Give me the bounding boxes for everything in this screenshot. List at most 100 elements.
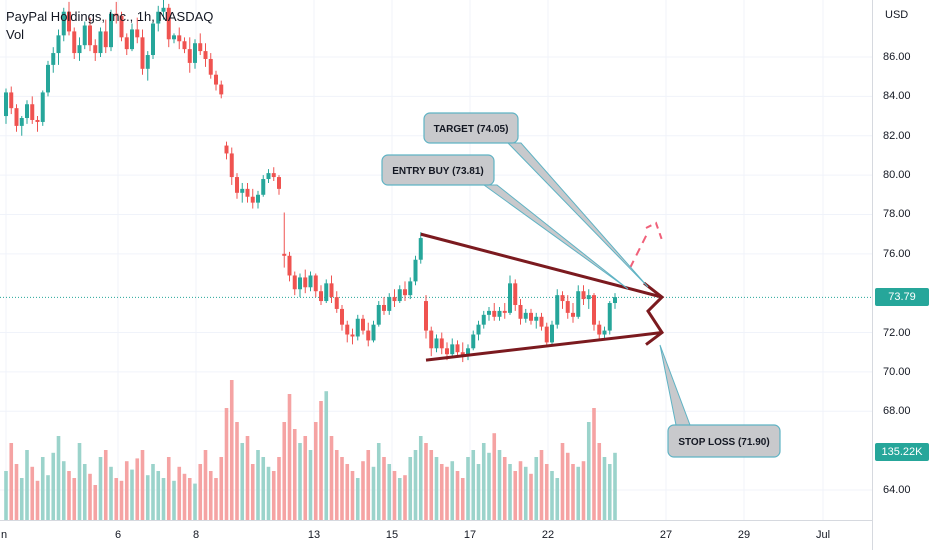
volume-bar (366, 450, 371, 520)
candle-body (502, 310, 507, 313)
volume-bar (187, 478, 192, 520)
candle-body (187, 49, 192, 63)
volume-bar (487, 452, 491, 520)
volume-bar (576, 466, 581, 520)
volume-bar (4, 471, 8, 520)
volume-bar (329, 436, 334, 520)
volume-bar (313, 422, 318, 520)
volume-bar (571, 464, 575, 520)
volume-bar (403, 475, 407, 520)
volume-bar (277, 457, 281, 520)
candle-body (271, 173, 276, 178)
volume-bar (565, 452, 570, 520)
volume-bar (193, 483, 197, 520)
time-tick: 22 (541, 529, 555, 541)
candle-body (523, 312, 528, 319)
volume-bar (14, 464, 19, 520)
volume-bar (177, 466, 182, 520)
candle-body (219, 84, 224, 95)
chart-area[interactable]: TARGET (74.05) ENTRY BUY (73.81) STOP LOSS… (0, 0, 872, 520)
entry-callout-label: ENTRY BUY (73.81) (392, 166, 484, 177)
volume-bar (166, 457, 171, 520)
candle-body (46, 64, 50, 93)
triangle-upper-line (420, 232, 663, 299)
candle-body (534, 316, 539, 321)
volume-label: Vol (6, 27, 25, 42)
candle-body (56, 35, 61, 54)
symbol-title: PayPal Holdings, Inc., 1h, NASDAQ (6, 9, 214, 24)
volume-bar (408, 457, 413, 520)
candle-body (455, 344, 460, 353)
candle-body (308, 275, 313, 288)
volume-bar (51, 452, 56, 520)
volume-bar (382, 457, 386, 520)
candle-body (229, 153, 234, 178)
volume-bar (597, 443, 602, 520)
price-tick: 68.00 (883, 405, 911, 418)
current-volume-badge: 135.22K (875, 443, 929, 461)
candle-body (35, 119, 40, 122)
volume-bar (140, 450, 145, 520)
time-tick: 6 (114, 529, 122, 541)
volume-bar (460, 478, 465, 520)
volume-bar (471, 450, 476, 520)
time-axis[interactable]: n 6 8 13 15 17 22 27 29 Jul (0, 520, 872, 551)
time-tick: 29 (737, 529, 751, 541)
volume-bar (424, 443, 428, 520)
candle-body (466, 348, 470, 357)
price-chart[interactable]: TARGET (74.05) ENTRY BUY (73.81) STOP LOSS… (0, 0, 872, 520)
candle-body (208, 58, 213, 75)
volume-bar (88, 473, 92, 520)
candle-body (98, 31, 103, 54)
volume-bar (613, 452, 617, 520)
candle-body (240, 188, 245, 193)
volume-bar (523, 466, 528, 520)
volume-bar (534, 457, 539, 520)
candle-body (429, 330, 434, 349)
time-tick: 15 (385, 529, 399, 541)
candle-body (61, 11, 66, 36)
candle-body (161, 7, 166, 12)
volume-bar (77, 443, 82, 520)
volume-bar (544, 464, 549, 520)
candle-body (198, 43, 203, 52)
candle-body (586, 295, 591, 300)
volume-bar (376, 443, 381, 520)
candle-body (361, 318, 365, 331)
candle-body (82, 25, 87, 46)
volume-bar (319, 401, 323, 520)
volume-bar (250, 464, 255, 520)
volume-bar (30, 466, 35, 520)
volume-bar (35, 480, 40, 520)
candle-body (109, 13, 113, 48)
candle-body (193, 43, 197, 63)
candle-body (250, 196, 255, 203)
volume-bar (502, 457, 507, 520)
candle-body (476, 324, 481, 335)
volume-bar (592, 408, 596, 520)
volume-bar (513, 471, 518, 520)
volume-bar (413, 450, 418, 520)
candle-body (319, 291, 323, 302)
volume-bar (397, 478, 402, 520)
candle-body (224, 145, 229, 154)
volume-bar (345, 464, 350, 520)
volume-bar (555, 478, 560, 520)
candle-body (529, 312, 533, 321)
candle-body (518, 304, 523, 319)
volume-bar (182, 473, 187, 520)
candle-body (560, 295, 565, 302)
candle-body (403, 289, 407, 296)
price-axis[interactable]: USD 86.00 84.00 82.00 80.00 78.00 76.00 72.00 7… (872, 0, 932, 550)
candle-body (592, 295, 596, 325)
volume-bar (198, 464, 203, 520)
candle-body (145, 55, 150, 69)
candle-body (497, 310, 502, 317)
volume-bar (466, 457, 470, 520)
volume-bar (114, 478, 119, 520)
volume-bar (208, 471, 213, 520)
candle-body (460, 352, 465, 357)
stop-callout-label: STOP LOSS (71.90) (678, 437, 769, 448)
candle-body (424, 301, 428, 331)
candle-body (135, 29, 140, 38)
